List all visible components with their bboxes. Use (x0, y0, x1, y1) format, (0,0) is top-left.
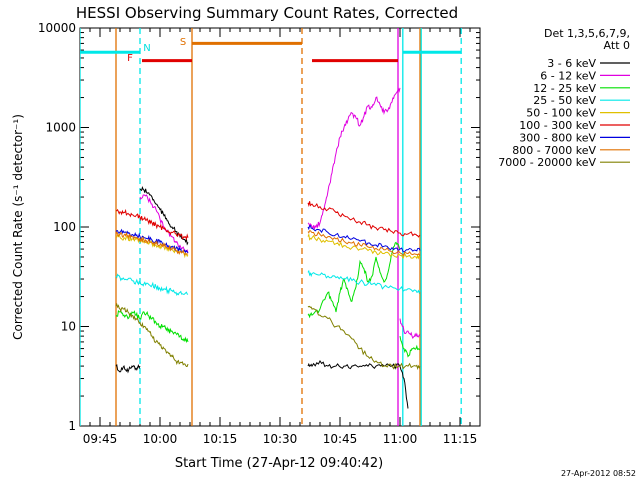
series-line (115, 208, 189, 241)
legend-header-line-1: Det 1,3,5,6,7,9, (544, 27, 630, 40)
series-line (139, 185, 189, 246)
series-line (399, 318, 421, 340)
series-line (115, 363, 141, 374)
timestamp: 27-Apr-2012 08:52 (561, 469, 636, 478)
y-axis-label-group: Corrected Count Rate (s⁻¹ detector⁻¹) (11, 114, 25, 340)
flag-label: S (180, 37, 186, 48)
legend-header-line-2: Att 0 (604, 39, 630, 52)
legend-entry-label: 50 - 100 keV (526, 107, 596, 120)
x-tick-label: 10:00 (143, 432, 178, 446)
legend-entry-label: 3 - 6 keV (547, 57, 596, 70)
traces (80, 28, 462, 426)
y-tick-label: 10000 (38, 21, 76, 35)
legend-entry-label: 100 - 300 keV (519, 119, 596, 132)
series-line (115, 273, 189, 297)
y-tick-label: 100 (53, 220, 76, 234)
x-tick-label: 10:45 (323, 432, 358, 446)
x-axis-label: Start Time (27-Apr-12 09:40:42) (175, 456, 383, 471)
series-line (115, 228, 189, 254)
flag-label: F (127, 53, 133, 64)
series-line (115, 302, 189, 368)
y-axis-label: Corrected Count Rate (s⁻¹ detector⁻¹) (11, 114, 25, 340)
flag-label: N (143, 43, 150, 54)
x-tick-label: 11:15 (443, 432, 478, 446)
x-tick-label: 09:45 (83, 432, 118, 446)
x-tick-label: 11:00 (383, 432, 418, 446)
series-line (307, 201, 421, 238)
y-tick-label: 1 (68, 419, 76, 433)
series-line (307, 230, 421, 257)
plot-area: 1 10 100 1000 10000 09:45 10:00 10:15 10:30 10:45… (38, 21, 481, 446)
series-line (115, 310, 189, 344)
y-tick-label: 1000 (45, 121, 76, 135)
x-tick-label: 10:30 (263, 432, 298, 446)
legend-entry-label: 12 - 25 keV (533, 82, 596, 95)
series-line (307, 360, 409, 409)
chart-title: HESSI Observing Summary Count Rates, Cor… (76, 4, 458, 22)
legend-entry-label: 300 - 800 keV (519, 131, 596, 144)
legend-entry-label: 6 - 12 keV (540, 69, 596, 82)
legend-entry-label: 7000 - 20000 keV (498, 156, 596, 169)
series-line (307, 232, 421, 260)
series-line (307, 269, 421, 295)
series-line (307, 241, 401, 319)
legend-entry-label: 25 - 50 keV (533, 94, 596, 107)
y-tick-label: 10 (61, 320, 76, 334)
series-line (115, 231, 189, 256)
legend-entry-label: 800 - 7000 keV (512, 144, 596, 157)
x-tick-label: 10:15 (203, 432, 238, 446)
series-line (399, 336, 421, 358)
series-line (115, 233, 189, 259)
series-line (307, 87, 401, 230)
series-line (307, 305, 421, 371)
series-line (307, 224, 421, 253)
series-line (139, 194, 189, 253)
